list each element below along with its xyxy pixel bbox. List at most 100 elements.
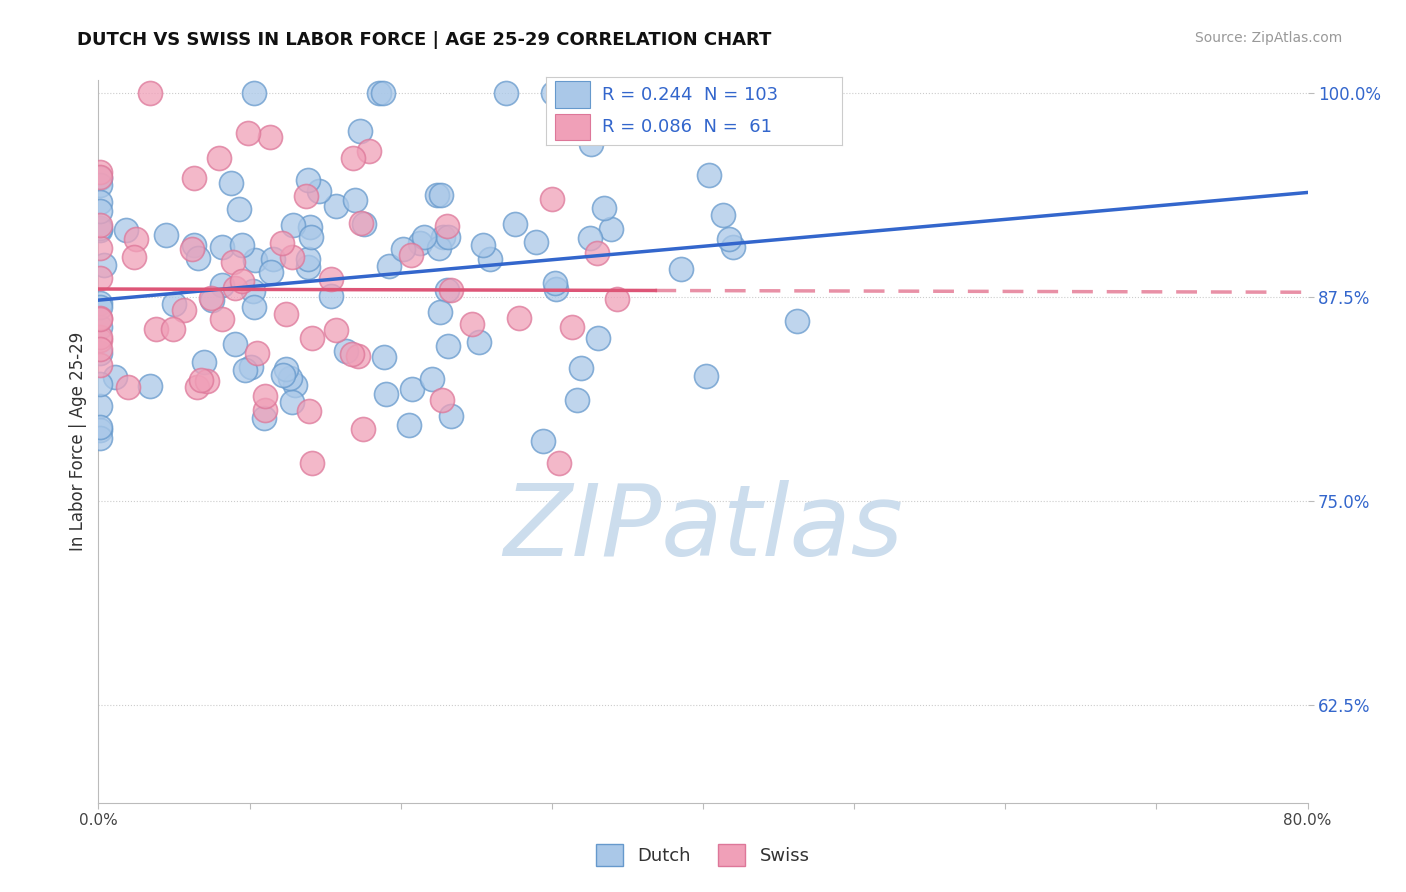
Point (259, 129, 281, 144)
Point (401, 383, 423, 397)
Point (586, 331, 609, 345)
Point (89, 343, 111, 357)
Point (239, 359, 262, 374)
Point (243, 300, 266, 314)
Point (122, 251, 145, 265)
Point (420, 372, 443, 386)
Point (89, 195, 111, 210)
Point (353, 217, 375, 231)
Point (155, 228, 177, 243)
Point (408, 236, 430, 251)
Point (89, 164, 111, 178)
Point (238, 126, 260, 140)
Point (243, 253, 266, 268)
Point (89, 333, 111, 347)
Point (695, 368, 717, 383)
Point (89, 204, 111, 219)
Point (543, 87, 565, 101)
Point (468, 334, 491, 349)
Point (461, 318, 484, 332)
Y-axis label: In Labor Force | Age 25-29: In Labor Force | Age 25-29 (69, 332, 87, 551)
Point (786, 313, 808, 327)
Point (399, 248, 422, 262)
Point (89, 222, 111, 236)
Point (89, 377, 111, 392)
Point (138, 87, 160, 101)
Point (479, 252, 502, 266)
Point (187, 251, 209, 265)
Point (281, 219, 304, 233)
Point (197, 375, 219, 389)
Point (89, 170, 111, 185)
Point (544, 276, 567, 290)
Point (89, 218, 111, 232)
Point (308, 184, 330, 198)
Point (183, 171, 205, 186)
Point (352, 421, 374, 435)
Point (429, 188, 451, 202)
Point (567, 392, 589, 407)
Point (89, 171, 111, 186)
Point (392, 242, 415, 256)
Point (89, 423, 111, 437)
Point (342, 151, 364, 165)
Point (235, 363, 257, 377)
Point (440, 409, 463, 423)
Text: Source: ZipAtlas.com: Source: ZipAtlas.com (1195, 31, 1343, 45)
Point (89, 310, 111, 325)
Point (472, 238, 495, 252)
Point (357, 144, 380, 158)
Point (219, 176, 242, 190)
Point (186, 380, 208, 394)
Point (547, 456, 569, 470)
Point (243, 87, 266, 101)
Point (495, 87, 517, 101)
Point (340, 347, 363, 361)
Point (432, 229, 454, 244)
Point (246, 346, 269, 360)
Point (644, 110, 666, 124)
Point (89, 221, 111, 235)
Point (599, 221, 621, 235)
Point (89, 431, 111, 445)
Point (586, 246, 609, 260)
Point (89, 319, 111, 334)
Point (145, 322, 167, 336)
Point (162, 297, 184, 311)
Point (697, 168, 720, 182)
Point (350, 216, 373, 230)
Point (297, 252, 319, 266)
Point (224, 281, 246, 295)
Point (262, 252, 284, 266)
Point (271, 368, 294, 382)
Point (427, 241, 450, 255)
Point (253, 389, 276, 403)
Point (301, 230, 323, 244)
Point (231, 238, 253, 252)
Point (436, 339, 458, 353)
Point (297, 260, 319, 274)
Point (284, 378, 307, 392)
Point (297, 404, 319, 418)
Point (346, 349, 368, 363)
Point (89, 241, 111, 255)
Point (319, 289, 342, 303)
Point (301, 456, 323, 470)
Point (524, 235, 547, 250)
Text: DUTCH VS SWISS IN LABOR FORCE | AGE 25-29 CORRELATION CHART: DUTCH VS SWISS IN LABOR FORCE | AGE 25-2… (77, 31, 772, 49)
Point (569, 361, 592, 376)
Point (200, 291, 222, 305)
Point (276, 307, 298, 321)
Point (440, 283, 463, 297)
Point (253, 411, 276, 425)
Point (721, 240, 744, 254)
Point (193, 354, 215, 368)
Point (280, 370, 302, 384)
Point (413, 230, 436, 244)
Point (295, 188, 318, 202)
Point (436, 283, 458, 297)
Point (280, 250, 302, 264)
Point (301, 331, 323, 345)
Point (606, 292, 628, 306)
Point (89, 346, 111, 360)
